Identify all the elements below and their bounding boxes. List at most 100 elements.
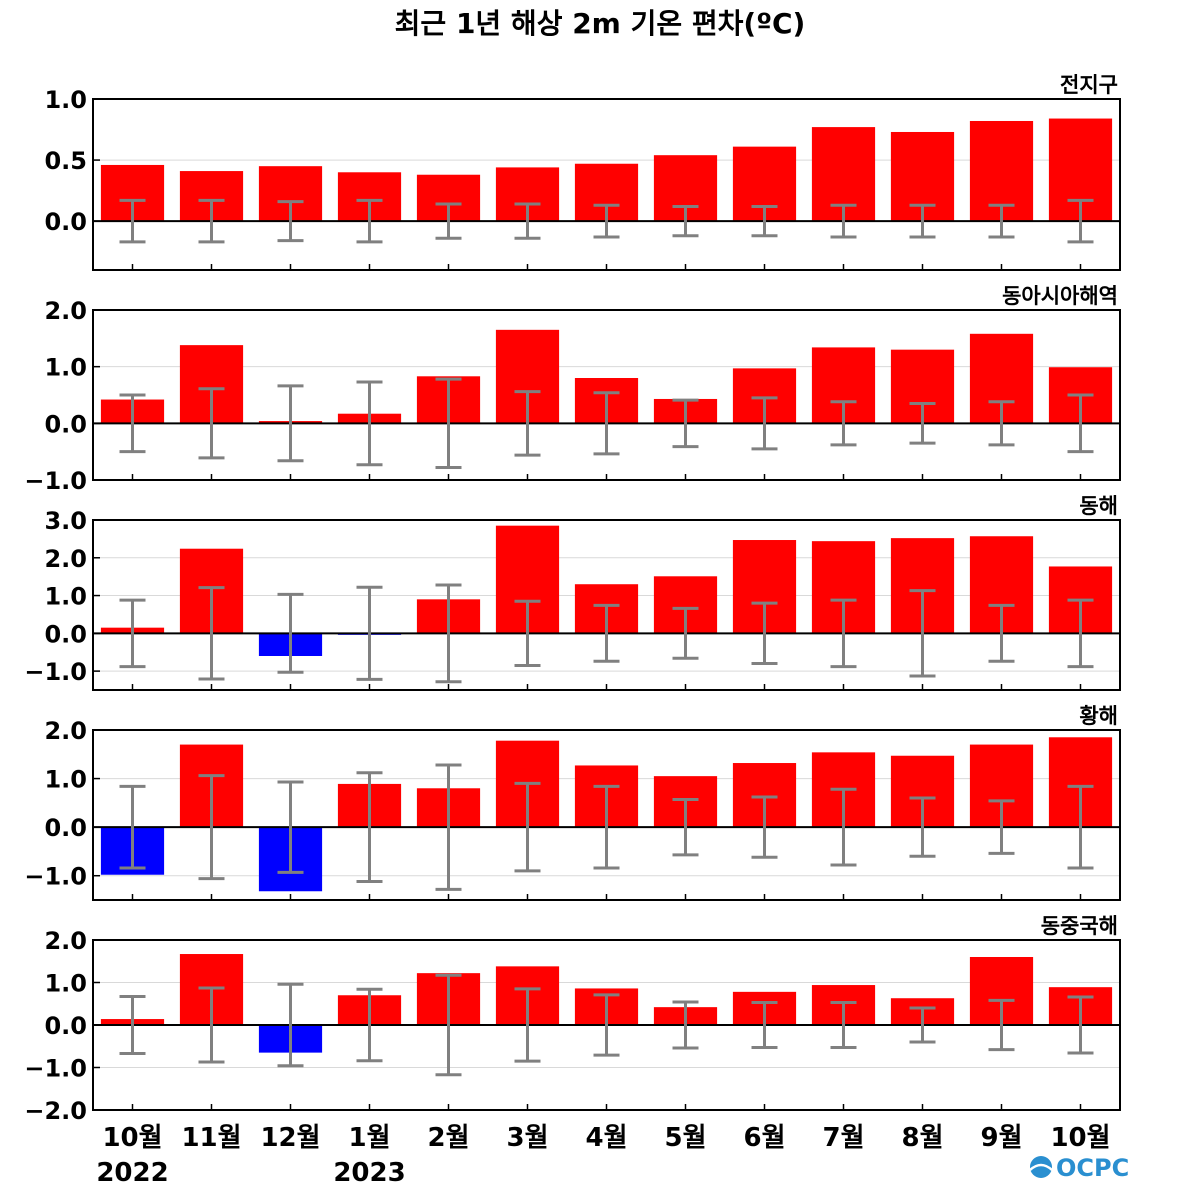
error-bar: [119, 995, 146, 1055]
y-tick-label: 1.0: [44, 354, 87, 382]
error-bar: [751, 601, 778, 666]
y-tick-label: 1.0: [44, 766, 87, 794]
panel-4: 2.0 1.0 0.0 −1.0 −2.0 동중국해: [24, 914, 1121, 1125]
error-bar: [356, 771, 383, 884]
error-bar: [593, 603, 620, 663]
error-bar: [988, 400, 1015, 447]
error-bar: [435, 763, 462, 891]
error-bar: [277, 384, 304, 463]
error-bar: [514, 599, 541, 667]
error-bar: [514, 390, 541, 457]
panel-3: 2.0 1.0 0.0 −1.0 황해: [24, 704, 1121, 901]
error-bar: [356, 198, 383, 244]
error-bar: [1067, 393, 1094, 454]
y-tick-label: 0.0: [44, 410, 87, 438]
error-bar: [751, 204, 778, 238]
panels: 1.0 0.5 0.0 전지구 2.0 1.0 0.0 −1.0 동아시아해역 3.0 2.0 1.0…: [24, 73, 1121, 1125]
x-tick-label: 2월: [427, 1123, 469, 1153]
error-bar: [198, 774, 225, 881]
error-bar: [1067, 198, 1094, 244]
x-axis: 10월 11월 12월 1월 2월 3월 4월 5월 6월 7월 8월 9월 10월 2022 2023: [96, 1123, 1110, 1188]
y-tick-label: 2.0: [44, 297, 87, 325]
error-bar: [909, 796, 936, 858]
x-tick-label: 10월: [1050, 1123, 1110, 1153]
error-bar: [751, 396, 778, 451]
error-bar: [672, 797, 699, 857]
error-bar: [119, 784, 146, 870]
error-bar: [277, 780, 304, 874]
y-tick-label: −1.0: [24, 658, 87, 686]
error-bar: [593, 203, 620, 239]
y-tick-label: 1.0: [44, 970, 87, 998]
error-bar: [198, 986, 225, 1064]
x-tick-label: 8월: [901, 1123, 943, 1153]
error-bar: [277, 982, 304, 1068]
panel-0: 1.0 0.5 0.0 전지구: [44, 73, 1121, 271]
y-tick-label: 0.0: [44, 814, 87, 842]
x-tick-label: 5월: [664, 1123, 706, 1153]
error-bar: [988, 799, 1015, 855]
error-bar: [514, 987, 541, 1063]
logo-text: OCPC: [1056, 1154, 1129, 1182]
panel-title: 동중국해: [1041, 914, 1118, 938]
error-bar: [514, 202, 541, 240]
x-tick-label: 11월: [181, 1123, 241, 1153]
x-tick-label: 3월: [506, 1123, 548, 1153]
x-tick-label: 6월: [743, 1123, 785, 1153]
panel-title: 동해: [1079, 494, 1118, 518]
x-tick-label: 1월: [348, 1123, 390, 1153]
panel-2: 3.0 2.0 1.0 0.0 −1.0 동해: [24, 494, 1121, 691]
error-bar: [277, 200, 304, 243]
error-bar: [830, 598, 857, 669]
error-bar: [909, 203, 936, 239]
error-bar: [435, 377, 462, 470]
y-tick-label: 2.0: [44, 927, 87, 955]
ocpc-logo: OCPC: [1029, 1154, 1129, 1182]
error-bar: [909, 589, 936, 678]
x-tick-label: 10월: [102, 1123, 162, 1153]
y-tick-label: 0.0: [44, 208, 87, 236]
error-bar: [119, 393, 146, 454]
panel-title: 전지구: [1060, 73, 1118, 97]
error-bar: [1067, 598, 1094, 669]
x-year-label: 2023: [333, 1158, 405, 1188]
error-bar: [988, 203, 1015, 239]
logo-wave-icon: [1029, 1163, 1053, 1171]
y-tick-label: −1.0: [24, 467, 87, 495]
error-bar: [119, 198, 146, 244]
y-tick-label: −1.0: [24, 1055, 87, 1083]
error-bar: [1067, 784, 1094, 870]
x-tick-label: 9월: [980, 1123, 1022, 1153]
error-bar: [751, 795, 778, 859]
error-bar: [198, 387, 225, 460]
panel-title: 동아시아해역: [1002, 284, 1118, 308]
error-bar: [830, 1000, 857, 1050]
y-tick-label: 1.0: [44, 583, 87, 611]
error-bar: [198, 198, 225, 244]
error-bar: [672, 1000, 699, 1050]
panel-title: 황해: [1079, 704, 1118, 728]
error-bar: [356, 380, 383, 467]
y-tick-label: 0.0: [44, 620, 87, 648]
error-bar: [593, 993, 620, 1057]
x-tick-label: 7월: [822, 1123, 864, 1153]
error-bar: [909, 402, 936, 445]
error-bar: [1067, 995, 1094, 1055]
logo-globe-icon: [1030, 1156, 1052, 1178]
error-bar: [830, 787, 857, 867]
error-bar: [119, 598, 146, 669]
error-bar: [672, 606, 699, 660]
error-bar: [830, 400, 857, 447]
y-tick-label: 2.0: [44, 717, 87, 745]
error-bar: [909, 1006, 936, 1044]
error-bar: [356, 585, 383, 681]
y-tick-label: 0.5: [44, 147, 87, 175]
x-tick-label: 4월: [585, 1123, 627, 1153]
x-tick-label: 12월: [260, 1123, 320, 1153]
error-bar: [672, 204, 699, 238]
error-bar: [435, 583, 462, 684]
error-bar: [356, 987, 383, 1063]
chart-title: 최근 1년 해상 2m 기온 편차(ºC): [395, 7, 806, 40]
error-bar: [830, 203, 857, 239]
